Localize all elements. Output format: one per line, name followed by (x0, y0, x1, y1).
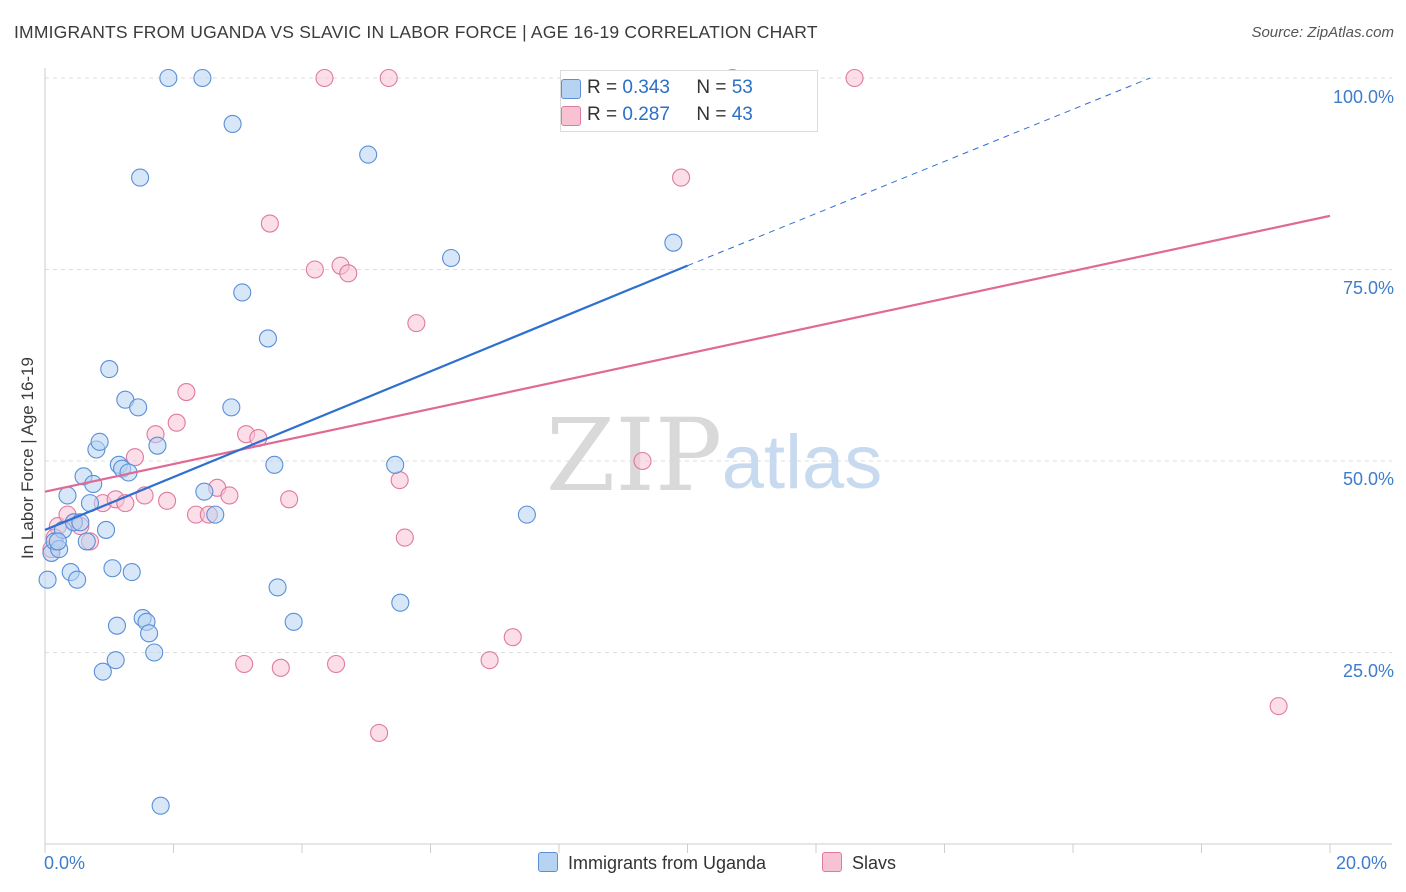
point-uganda (68, 570, 87, 589)
point-slavs (327, 654, 346, 674)
point-uganda (664, 233, 683, 252)
point-uganda (391, 593, 410, 612)
point-slavs (395, 528, 414, 547)
x-tick-max: 20.0% (1336, 853, 1388, 873)
point-uganda (151, 796, 170, 815)
point-slavs (125, 448, 144, 467)
legend-n-label: N = (696, 104, 727, 125)
point-uganda (122, 563, 141, 582)
point-slavs (167, 413, 186, 432)
legend-r-label: R = (587, 104, 618, 125)
legend-r-label: R = (587, 77, 618, 98)
point-slavs (1269, 697, 1288, 716)
legend-swatch-slavs (561, 106, 581, 126)
point-uganda (38, 570, 57, 589)
legend-r-slavs: 0.287 (622, 104, 670, 125)
point-slavs (503, 628, 522, 647)
point-uganda (517, 505, 536, 524)
legend-n-slavs: 43 (731, 104, 753, 125)
bottom-legend-uganda: Immigrants from Uganda (538, 852, 766, 874)
chart-title: IMMIGRANTS FROM UGANDA VS SLAVIC IN LABO… (14, 22, 818, 42)
point-uganda (148, 436, 167, 455)
point-uganda (103, 559, 122, 578)
legend-n-uganda: 53 (731, 77, 753, 98)
bottom-legend-swatch-uganda (538, 852, 558, 872)
point-slavs (260, 214, 279, 233)
legend-r-uganda: 0.343 (622, 77, 670, 98)
point-uganda (84, 474, 103, 494)
point-uganda (106, 651, 125, 670)
point-slavs (407, 314, 426, 333)
point-uganda (58, 486, 77, 505)
x-tick-min: 0.0% (44, 853, 86, 873)
point-uganda (233, 283, 252, 302)
point-slavs (845, 68, 864, 88)
point-uganda (386, 455, 405, 474)
point-uganda (359, 145, 378, 164)
point-uganda (258, 329, 277, 348)
point-uganda (195, 482, 214, 501)
point-uganda (77, 532, 96, 551)
point-slavs (390, 471, 409, 490)
y-tick-25: 25.0% (1342, 661, 1394, 681)
point-uganda (159, 68, 178, 88)
point-slavs (379, 68, 398, 88)
point-uganda (268, 578, 287, 597)
legend-row-uganda: R = 0.343 N = 53 (561, 77, 753, 99)
trend-line-uganda (44, 264, 688, 531)
point-slavs (158, 491, 177, 510)
point-uganda (107, 616, 127, 635)
point-slavs (339, 264, 358, 283)
legend-n-label: N = (696, 77, 727, 98)
point-slavs (672, 168, 691, 187)
point-slavs (220, 486, 239, 505)
point-slavs (480, 651, 499, 670)
y-tick-50: 50.0% (1342, 469, 1394, 489)
gridlines (45, 77, 1392, 653)
point-uganda (90, 432, 109, 451)
legend-row-slavs: R = 0.287 N = 43 (561, 104, 753, 126)
y-tick-75: 75.0% (1342, 278, 1394, 298)
watermark-atlas: atlas (722, 420, 883, 505)
point-uganda (96, 520, 116, 539)
point-uganda (193, 68, 212, 88)
point-slavs (271, 658, 290, 677)
chart-source: Source: ZipAtlas.com (1251, 24, 1394, 41)
watermark: ZIP atlas (546, 397, 882, 514)
point-uganda (442, 248, 461, 268)
trend-line-slavs (44, 214, 1331, 493)
bottom-legend-swatch-slavs (822, 852, 842, 872)
series-uganda (38, 68, 683, 815)
point-slavs (370, 723, 389, 742)
y-tick-100: 100.0% (1332, 87, 1394, 107)
point-slavs (235, 654, 254, 674)
legend-swatch-uganda (561, 79, 581, 99)
bottom-legend-slavs: Slavs (822, 852, 896, 874)
bottom-legend-label-uganda: Immigrants from Uganda (568, 853, 767, 873)
point-uganda (284, 612, 303, 631)
point-slavs (177, 383, 196, 402)
point-uganda (131, 168, 150, 187)
point-slavs (633, 451, 652, 471)
point-slavs (305, 260, 324, 279)
watermark-zip: ZIP (546, 397, 722, 514)
point-uganda (100, 360, 119, 379)
axes (44, 68, 1392, 853)
point-uganda (223, 114, 242, 134)
point-uganda (93, 662, 112, 681)
trend-lines (44, 77, 1331, 531)
point-uganda (145, 643, 164, 662)
point-uganda (265, 455, 284, 474)
point-uganda (222, 398, 241, 417)
point-slavs (315, 68, 334, 88)
point-slavs (280, 490, 299, 509)
point-uganda (140, 624, 159, 643)
point-uganda (129, 398, 148, 417)
bottom-legend-label-slavs: Slavs (852, 853, 897, 873)
point-uganda (48, 532, 67, 551)
point-uganda (206, 505, 225, 524)
correlation-legend: R = 0.343 N = 53 R = 0.287 N = 43 (560, 70, 818, 132)
